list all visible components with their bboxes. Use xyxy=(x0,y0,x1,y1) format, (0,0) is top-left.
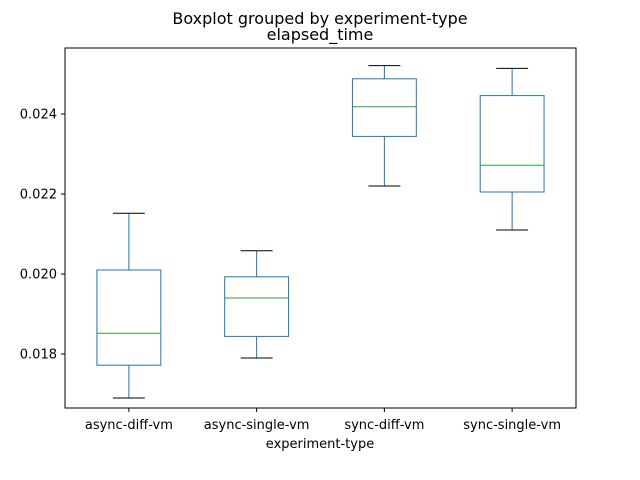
box-sync-single-vm xyxy=(479,95,545,193)
chart-suptitle: Boxplot grouped by experiment-type xyxy=(172,9,467,28)
x-tick-label: sync-single-vm xyxy=(463,418,561,433)
plot-area: 0.018 0.020 0.022 0.024 async-diff-vm async-s… xyxy=(20,47,577,433)
box-async-diff-vm xyxy=(96,269,162,366)
box-sync-diff-vm xyxy=(351,78,417,137)
box-async-single-vm xyxy=(224,276,290,337)
axes-frame xyxy=(64,47,577,409)
x-tick-label: async-diff-vm xyxy=(85,418,173,433)
y-tick-label: 0.020 xyxy=(20,268,57,283)
x-axis-label: experiment-type xyxy=(266,437,374,452)
y-tick-label: 0.022 xyxy=(20,188,57,203)
y-tick-label: 0.024 xyxy=(20,108,57,123)
x-tick-label: sync-diff-vm xyxy=(344,418,424,433)
x-tick-label: async-single-vm xyxy=(204,418,310,433)
y-tick-label: 0.018 xyxy=(20,348,57,363)
chart-title: elapsed_time xyxy=(267,25,374,45)
